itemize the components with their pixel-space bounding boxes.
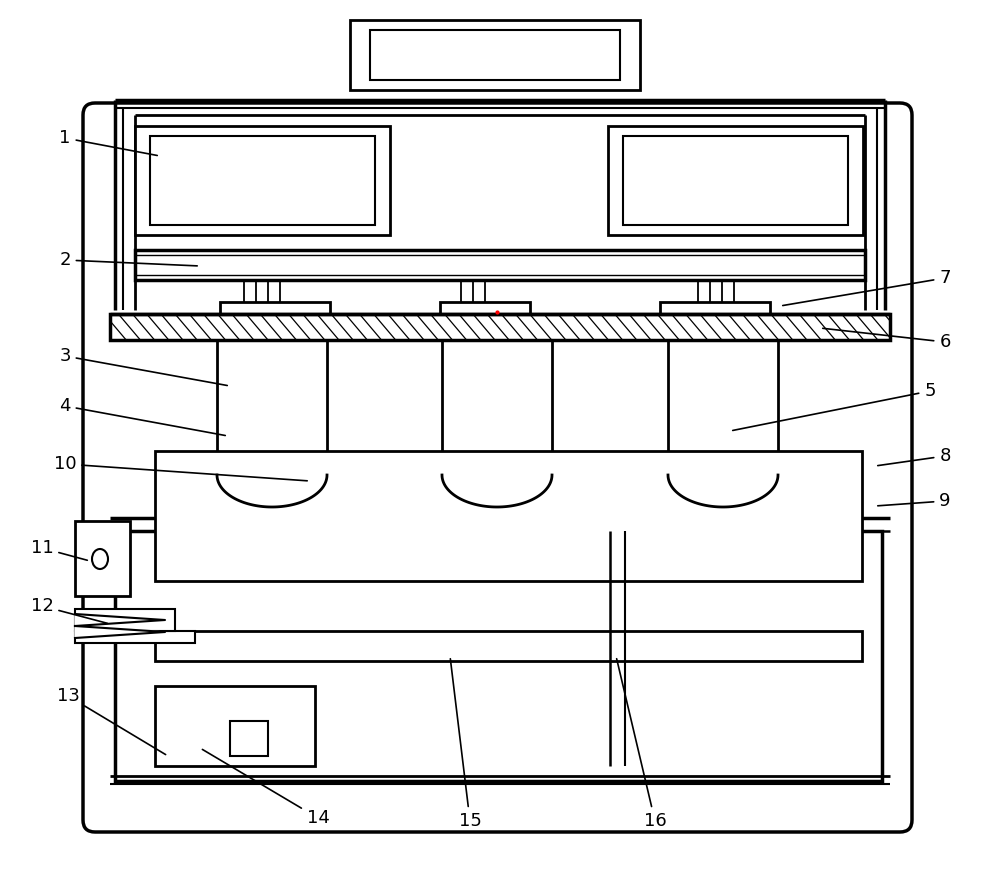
Bar [230, 721, 268, 756]
Bar [660, 302, 770, 324]
Text: 1: 1 [59, 129, 157, 156]
Text: 3: 3 [59, 347, 227, 385]
Bar [505, 527, 555, 541]
Bar [380, 541, 615, 559]
Text: 5: 5 [733, 382, 936, 430]
Polygon shape [75, 626, 165, 638]
Text: 13: 13 [57, 687, 166, 754]
Text: 14: 14 [202, 749, 329, 827]
Ellipse shape [92, 549, 108, 569]
Bar [485, 527, 509, 541]
Bar [507, 515, 535, 527]
Text: 7: 7 [783, 269, 951, 306]
Bar [370, 30, 620, 80]
Bar [135, 250, 865, 280]
Polygon shape [75, 614, 165, 626]
Text: 6: 6 [823, 328, 951, 351]
Bar [260, 527, 284, 541]
Bar [420, 527, 490, 541]
Text: 12: 12 [31, 597, 107, 624]
Bar [450, 515, 478, 527]
Text: 15: 15 [450, 659, 481, 830]
Text: 2: 2 [59, 251, 197, 269]
Text: 10: 10 [54, 455, 307, 481]
Text: 9: 9 [878, 492, 951, 510]
Bar [150, 136, 375, 225]
Bar [115, 531, 882, 781]
Text: 11: 11 [31, 539, 87, 560]
Bar [350, 20, 640, 90]
Bar [623, 136, 848, 225]
Bar [711, 527, 735, 541]
Bar [440, 302, 530, 324]
Bar [155, 631, 862, 661]
Text: 4: 4 [59, 397, 225, 435]
Bar [155, 451, 862, 581]
FancyBboxPatch shape [83, 103, 912, 832]
Bar [110, 314, 890, 340]
Text: 8: 8 [878, 447, 951, 466]
Bar [220, 302, 330, 324]
Bar [135, 126, 390, 235]
Bar [608, 126, 863, 235]
Bar [75, 631, 195, 643]
Bar [155, 686, 315, 766]
Bar [75, 521, 130, 596]
Bar [75, 609, 175, 631]
Text: 16: 16 [617, 659, 666, 830]
